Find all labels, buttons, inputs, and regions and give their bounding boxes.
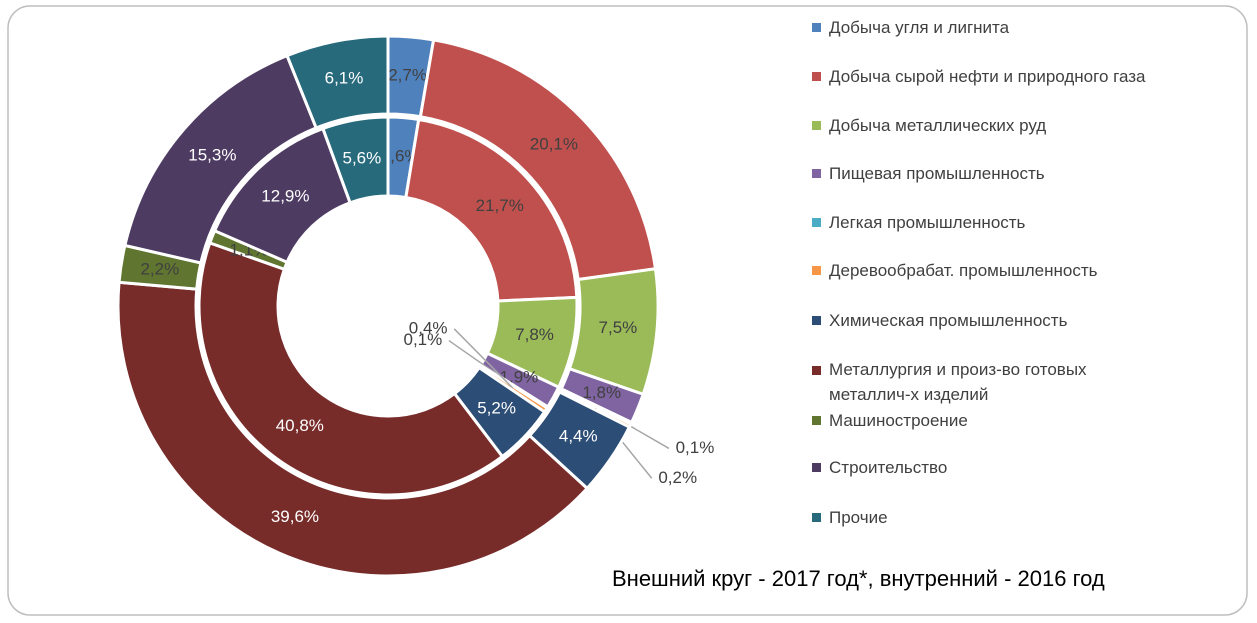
legend-label: Добыча сырой нефти и природного газа xyxy=(829,67,1146,86)
legend-swatch xyxy=(812,72,821,81)
legend-item: Химическая промышленность xyxy=(812,307,1232,334)
data-label: 0,1% xyxy=(676,438,715,457)
legend-label: Деревообрабат. промышленность xyxy=(829,261,1098,280)
legend-item: Деревообрабат. промышленность xyxy=(812,257,1232,284)
legend-swatch xyxy=(812,513,821,522)
annotation: Внешний круг - 2017 год*, внутренний - 2… xyxy=(612,566,1105,591)
data-label: 39,6% xyxy=(271,507,319,526)
data-label: 7,8% xyxy=(515,325,554,344)
legend-label: Машиностроение xyxy=(829,411,968,430)
legend-item: Машиностроение xyxy=(812,407,1232,434)
legend-label: Легкая промышленность xyxy=(829,213,1026,232)
data-label: 20,1% xyxy=(530,135,578,154)
data-label: 5,2% xyxy=(477,398,516,417)
slice xyxy=(404,117,579,303)
data-label: 1,8% xyxy=(582,383,621,402)
legend-item: Металлургия и произ-во готовых металлич-… xyxy=(812,357,1232,407)
data-label: 0,1% xyxy=(403,330,442,349)
legend-label: Добыча угля и лигнита xyxy=(829,18,1010,37)
legend-swatch xyxy=(812,121,821,130)
slice xyxy=(321,115,390,205)
legend-label: Строительство xyxy=(829,458,948,477)
leader-line xyxy=(453,328,514,389)
legend-swatch xyxy=(812,316,821,325)
legend-item: Прочие xyxy=(812,504,1232,531)
legend-label: Химическая промышленность xyxy=(829,311,1068,330)
legend-swatch xyxy=(812,23,821,32)
legend-swatch xyxy=(812,169,821,178)
slice xyxy=(197,240,505,497)
legend-item: Пищевая промышленность xyxy=(812,160,1232,187)
data-label: 7,5% xyxy=(599,318,638,337)
legend-swatch xyxy=(812,463,821,472)
legend-swatch xyxy=(812,416,821,425)
data-label: 21,7% xyxy=(476,196,524,215)
slice xyxy=(285,34,390,130)
legend-item: Легкая промышленность xyxy=(812,209,1232,236)
data-label: 0,4% xyxy=(409,318,448,337)
data-label: 0,2% xyxy=(658,468,697,487)
data-label: 12,9% xyxy=(261,187,309,206)
data-label: 4,4% xyxy=(559,427,598,446)
legend-swatch xyxy=(812,366,821,375)
data-label: 2,7% xyxy=(388,65,427,84)
legend-label: Прочие xyxy=(829,508,888,527)
data-label: 2,6% xyxy=(381,146,420,165)
legend-label: Пищевая промышленность xyxy=(829,164,1045,183)
data-label: 2,2% xyxy=(140,259,179,278)
data-label: 15,3% xyxy=(188,145,236,164)
legend-swatch xyxy=(812,266,821,275)
slice xyxy=(116,280,590,578)
data-label: 6,1% xyxy=(325,69,364,88)
legend-label: Добыча металлических руд xyxy=(829,116,1047,135)
legend-item: Добыча угля и лигнита xyxy=(812,14,1232,41)
legend-label: Металлургия и произ-во готовых металлич-… xyxy=(829,360,1087,404)
legend-swatch xyxy=(812,218,821,227)
legend-item: Добыча сырой нефти и природного газа xyxy=(812,63,1232,90)
data-label: 5,6% xyxy=(342,148,381,167)
legend-item: Строительство xyxy=(812,454,1232,481)
legend-item: Добыча металлических руд xyxy=(812,112,1232,139)
data-label: 40,8% xyxy=(276,416,324,435)
